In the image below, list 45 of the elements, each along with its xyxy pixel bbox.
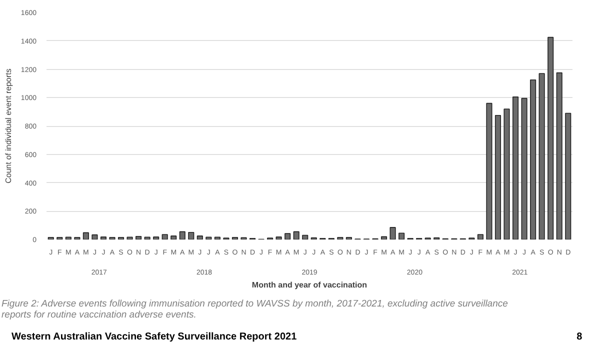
bar [214,236,220,240]
bar [548,36,554,240]
bar [136,236,142,240]
bar [74,236,80,240]
bar [512,96,519,240]
bar [284,233,291,240]
bar [56,236,63,240]
bar [82,232,89,240]
bar [504,108,510,240]
bar [100,236,107,240]
bar [92,234,98,240]
bar [179,231,186,240]
bar [494,114,502,240]
bar [276,236,282,240]
bar [206,236,212,240]
bar [380,236,388,240]
x-axis-title: Month and year of vaccination [252,280,368,290]
bar [196,236,203,240]
bar [477,234,484,240]
bar [162,234,168,240]
y-axis-title: Count of individual event reports [4,68,13,184]
bar [337,236,344,240]
bar [521,98,528,240]
bar [153,236,160,240]
bar [109,236,116,240]
bar [390,227,396,240]
bar [232,236,238,240]
bar [144,236,150,240]
bar [126,236,133,240]
bar [565,112,572,240]
bar [302,234,308,240]
bar [293,231,300,240]
caption: Figure 2: Adverse events following immunisation reported to WAVSS by month, 2017-2021, excluding active surveillance reports for routine vaccination adverse events. [2,298,508,320]
bar [346,236,352,240]
text: Western Australian Vaccine Safety Surveillance Report 2021 8 [12,332,582,342]
bar [65,236,72,240]
bar [486,102,492,240]
bar [48,236,54,240]
bar [538,73,545,240]
bar [398,232,405,240]
bar [556,72,562,240]
bar [118,236,124,240]
bar [530,79,536,240]
bar [188,232,194,240]
bar [170,236,177,240]
